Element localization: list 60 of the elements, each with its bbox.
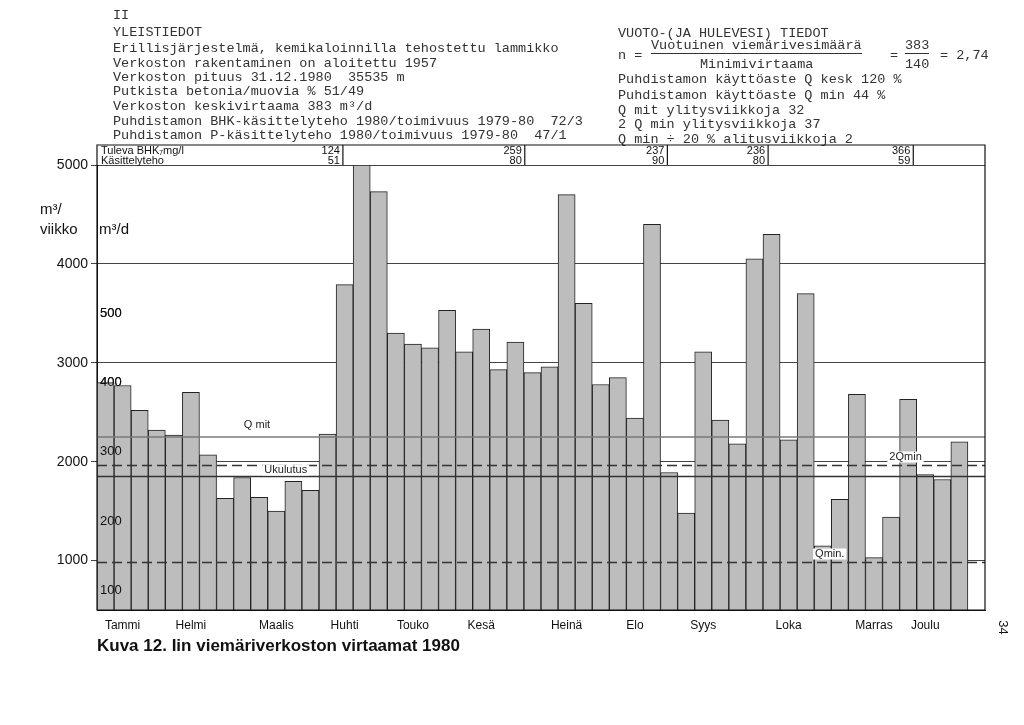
annotation: Käsittelyteho xyxy=(101,154,164,167)
x-tick-label: Maalis xyxy=(258,617,294,632)
y-tick-label: 1000 xyxy=(56,551,89,568)
text: Verkoston pituus 31.12.1980 35535 m xyxy=(113,70,405,85)
y-tick-label: 4000 xyxy=(56,254,89,271)
text: Tuleva BHK₇mg/l xyxy=(101,144,184,157)
text: Minimivirtaama xyxy=(700,57,814,72)
text: 124 xyxy=(321,144,340,157)
text: Q mit ylitysviikkoja 32 xyxy=(618,103,805,118)
y2-axis-title: m³/d xyxy=(99,220,129,238)
text: 383 xyxy=(905,38,930,54)
y2-tick-label: 500 xyxy=(100,304,122,320)
text: II xyxy=(113,8,130,23)
text: Putkista betonia/muovia % 51/49 xyxy=(113,84,365,99)
text: Puhdistamon käyttöaste Q kesk 120 % xyxy=(618,72,902,87)
ref-line-label: Ukulutus xyxy=(264,463,308,476)
annotation: 51 xyxy=(327,154,340,167)
annotation: 80 xyxy=(509,154,522,167)
text: 237 xyxy=(646,144,665,157)
text: = 2,74 xyxy=(940,48,989,63)
text: Kuva 12. Iin viemäriverkoston virtaamat 1980 xyxy=(97,636,460,656)
x-tick-label: Huhti xyxy=(330,617,359,632)
text: VUOTO-(JA HULEVESI) TIEDOT xyxy=(618,26,829,41)
y-tick-label: 5000 xyxy=(56,155,89,172)
ref-line-label: Q mit xyxy=(243,418,271,431)
text: 140 xyxy=(905,57,930,72)
y-tick-label: 3000 xyxy=(56,353,89,370)
text: Puhdistamon P-käsittelyteho 1980/toimivuus 1979-80 47/1 xyxy=(113,128,567,143)
x-tick-label: Joulu xyxy=(910,617,940,632)
y-axis-title: m³/ viikko xyxy=(40,200,78,238)
x-tick-label: Kesä xyxy=(467,617,496,632)
x-tick-label: Touko xyxy=(396,617,430,632)
annotation: 80 xyxy=(752,154,766,167)
text: Puhdistamon käyttöaste Q min 44 % xyxy=(618,88,886,103)
x-tick-label: Loka xyxy=(775,617,802,632)
annotation: 59 xyxy=(898,154,911,167)
ref-line-label: 2Qmin xyxy=(889,450,922,463)
y2-tick-label: 400 xyxy=(100,374,122,390)
text: 236 xyxy=(746,144,766,157)
text: Puhdistamon BHK-käsittelyteho 1980/toimivuus 1979-80 72/3 xyxy=(113,114,583,129)
text: Q min ÷ 20 % alitusviikkoja 2 xyxy=(618,132,853,147)
text: Verkoston keskivirtaama 383 m³/d xyxy=(113,99,373,114)
text: n = xyxy=(618,48,643,63)
x-tick-label: Tammi xyxy=(104,617,141,632)
text: YLEISTIEDOT xyxy=(113,25,203,40)
x-tick-label: Elo xyxy=(626,617,644,632)
x-tick-label: Marras xyxy=(855,617,893,632)
text: = xyxy=(890,48,899,63)
text: 34 xyxy=(995,620,1011,635)
ref-line-label: Qmin. xyxy=(815,547,845,560)
text: 366 xyxy=(891,144,911,157)
text: 2 Q min ylitysviikkoja 37 xyxy=(618,117,821,132)
annotation: 90 xyxy=(652,154,665,167)
text: 259 xyxy=(503,144,522,157)
text: Erillisjärjestelmä, kemikaloinnilla tehostettu lammikko xyxy=(113,41,559,56)
y-tick-label: 2000 xyxy=(56,452,89,469)
text: Verkoston rakentaminen on aloitettu 1957 xyxy=(113,56,438,71)
x-tick-label: Syys xyxy=(690,617,717,632)
x-tick-label: Helmi xyxy=(175,617,207,632)
x-tick-label: Heinä xyxy=(550,617,583,632)
